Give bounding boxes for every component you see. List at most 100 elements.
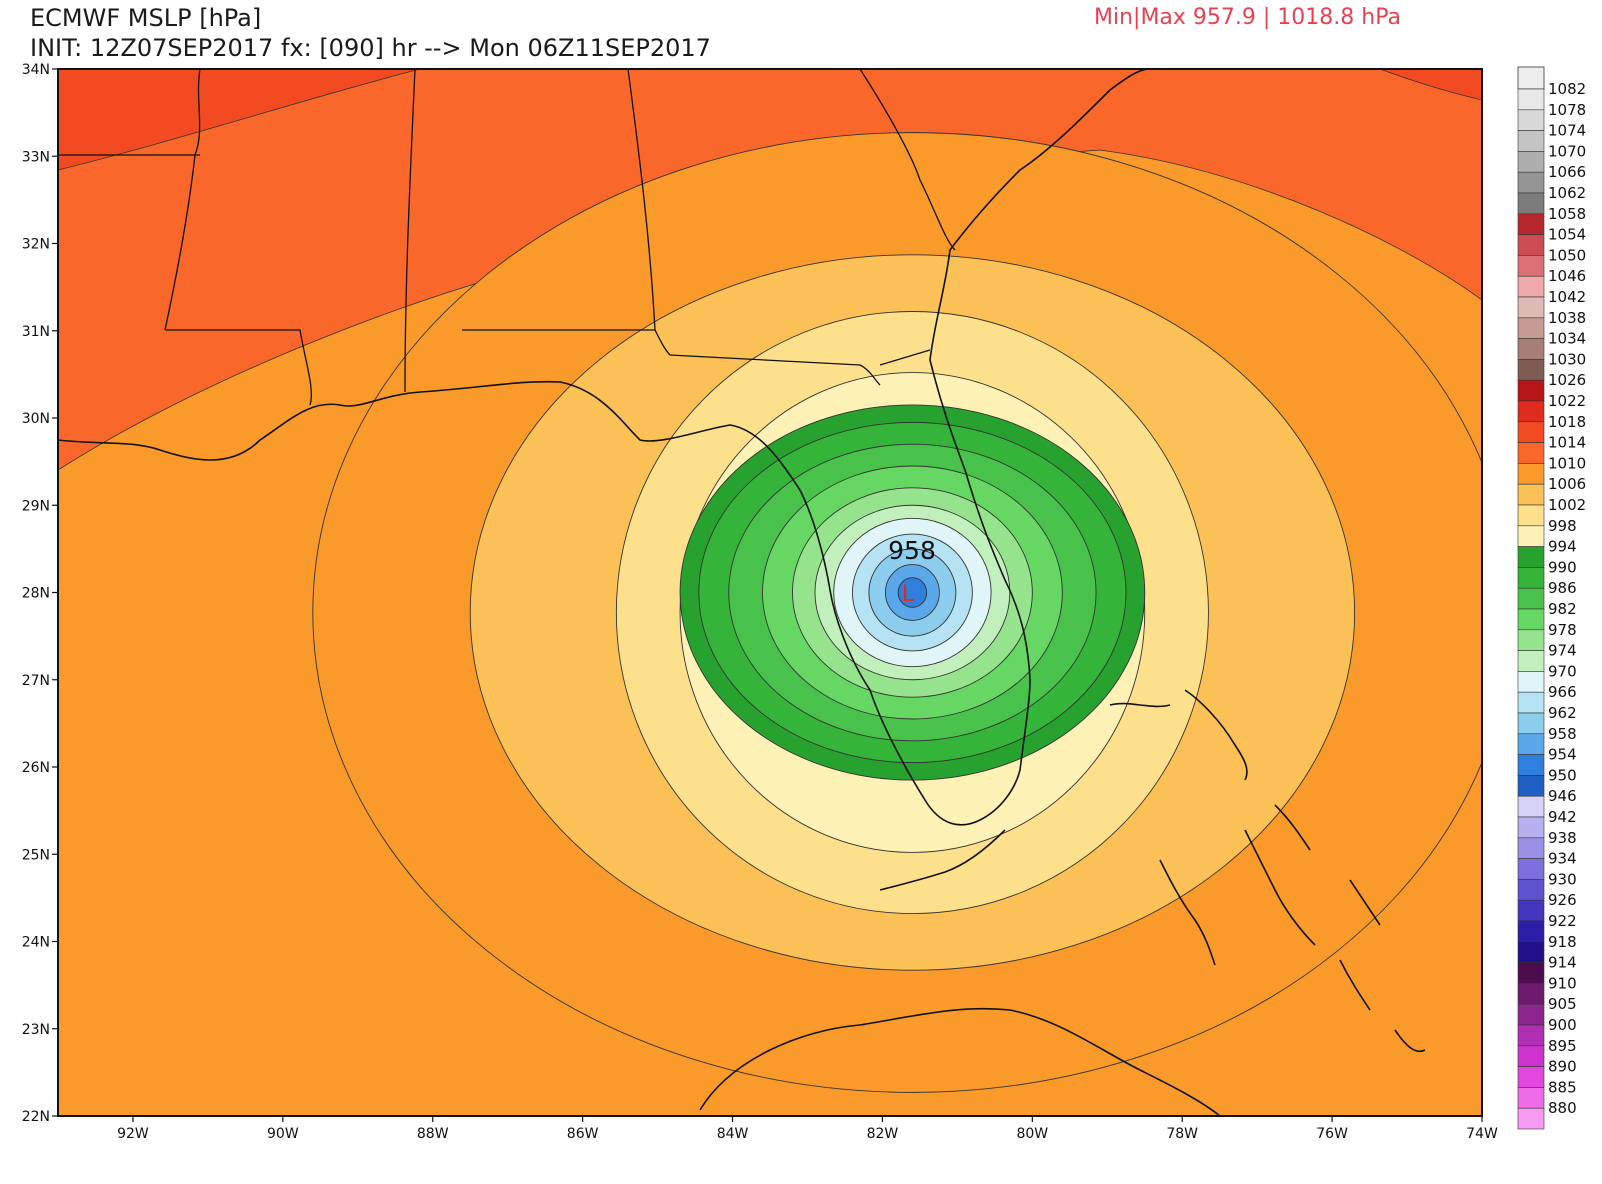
colorbar-label: 926 [1548, 891, 1577, 909]
colorbar-label: 958 [1548, 725, 1577, 743]
colorbar-swatch [1517, 275, 1545, 298]
colorbar-label: 950 [1548, 766, 1577, 784]
lat-label: 34N [22, 62, 50, 78]
colorbar-label: 1050 [1548, 246, 1586, 264]
colorbar-label: 1010 [1548, 454, 1586, 472]
colorbar-label: 914 [1548, 954, 1577, 972]
colorbar-label: 1074 [1548, 122, 1586, 140]
colorbar-label: 895 [1548, 1037, 1577, 1055]
colorbar-swatch [1517, 650, 1545, 672]
colorbar-label: 962 [1548, 704, 1577, 722]
colorbar-label: 890 [1548, 1058, 1577, 1076]
pressure-ring-958 [897, 577, 928, 608]
colorbar-swatch [1517, 879, 1545, 901]
lon-label: 86W [567, 1126, 599, 1142]
map-axes: 34N 33N 32N 31N 30N 29N 28N 27N 26N 25N 24N 23N 22N 9… [22, 62, 1498, 1142]
colorbar-swatch [1517, 130, 1545, 152]
colorbar-swatch [1517, 816, 1545, 839]
colorbar-label: 1054 [1548, 226, 1586, 244]
state-border-ms-river [164, 69, 201, 331]
lat-label: 24N [22, 935, 50, 951]
colorbar-swatch [1517, 296, 1545, 319]
colorbar-swatch [1517, 338, 1545, 360]
colorbar-label: 978 [1548, 621, 1577, 639]
great-inagua [1394, 1029, 1426, 1052]
colorbar-label: 1022 [1548, 392, 1586, 410]
colorbar-swatch [1517, 109, 1545, 131]
colorbar-swatch [1517, 775, 1545, 797]
colorbar-label: 946 [1548, 787, 1577, 805]
state-border-ga-fl [879, 349, 931, 366]
andros-island [1159, 859, 1216, 966]
colorbar-label: 1046 [1548, 267, 1586, 285]
min-max-pressure: Min|Max 957.9 | 1018.8 hPa [1094, 5, 1401, 30]
colorbar-label: 1002 [1548, 496, 1586, 514]
map-area [58, 69, 1482, 1116]
colorbar-label: 880 [1548, 1099, 1577, 1117]
lat-label: 32N [22, 237, 50, 253]
state-border-la-ms [165, 329, 312, 406]
colorbar-swatch [1517, 1003, 1545, 1026]
colorbar-swatch [1517, 1066, 1545, 1088]
lon-label: 90W [267, 1126, 299, 1142]
colorbar-label: 1082 [1548, 80, 1586, 98]
colorbar-label: 922 [1548, 912, 1577, 930]
colorbar-swatch [1517, 712, 1545, 735]
colorbar-label: 982 [1548, 600, 1577, 618]
state-border-ga-sc [859, 69, 956, 251]
colorbar-swatch [1517, 171, 1545, 194]
colorbar-label: 954 [1548, 746, 1577, 764]
colorbar-swatch [1517, 858, 1545, 880]
florida-keys [879, 829, 1006, 891]
lon-label: 88W [417, 1126, 449, 1142]
colorbar-label: 918 [1548, 933, 1577, 951]
colorbar-label: 1034 [1548, 330, 1586, 348]
colorbar-label: 1018 [1548, 413, 1586, 431]
lat-label: 23N [22, 1022, 50, 1038]
pressure-rings [312, 132, 1482, 1093]
colorbar-label: 994 [1548, 538, 1577, 556]
colorbar-swatch [1517, 151, 1545, 173]
pressure-colorbar: 1082 1078 1074 1070 1066 1062 1058 1054 1050 1046… [1517, 66, 1586, 1130]
colorbar-label: 1038 [1548, 309, 1586, 327]
colorbar-label: 1058 [1548, 205, 1586, 223]
lon-label: 76W [1316, 1126, 1348, 1142]
long-island [1339, 959, 1371, 1011]
lat-label: 27N [22, 673, 50, 689]
center-pressure-label: 958 [888, 536, 936, 565]
colorbar-swatch [1517, 754, 1545, 776]
exuma-chain [1244, 829, 1316, 946]
lon-label: 82W [867, 1126, 899, 1142]
lon-label: 80W [1016, 1126, 1048, 1142]
colorbar-label: 1070 [1548, 142, 1586, 160]
map-title: ECMWF MSLP [hPa] [30, 4, 262, 32]
lon-label: 92W [117, 1126, 149, 1142]
state-border-al-ga [627, 69, 656, 331]
state-border-ms-al [404, 69, 416, 393]
colorbar-swatch [1517, 234, 1545, 256]
colorbar-swatch [1517, 463, 1545, 485]
lat-label: 29N [22, 498, 50, 514]
colorbar-swatch [1517, 629, 1545, 651]
colorbar-label: 1006 [1548, 475, 1586, 493]
colorbar-swatch [1517, 1045, 1545, 1067]
coastlines [58, 69, 1426, 1116]
colorbar-label: 900 [1548, 1016, 1577, 1034]
colorbar-label: 942 [1548, 808, 1577, 826]
colorbar-label: 885 [1548, 1078, 1577, 1096]
colorbar-swatch [1517, 525, 1545, 547]
colorbar-swatch [1517, 795, 1545, 818]
colorbar-swatch [1517, 837, 1545, 859]
colorbar-label: 986 [1548, 579, 1577, 597]
lon-label: 84W [717, 1126, 749, 1142]
init-forecast-line: INIT: 12Z07SEP2017 fx: [090] hr --> Mon … [30, 34, 711, 62]
colorbar-swatch [1517, 671, 1545, 693]
colorbar-swatch [1517, 983, 1545, 1005]
colorbar-swatch [1517, 1024, 1545, 1047]
lon-label: 74W [1466, 1126, 1498, 1142]
lat-label: 26N [22, 760, 50, 776]
colorbar-swatch [1517, 192, 1545, 215]
colorbar-top-cap [1517, 66, 1545, 90]
colorbar-swatch [1517, 359, 1545, 381]
